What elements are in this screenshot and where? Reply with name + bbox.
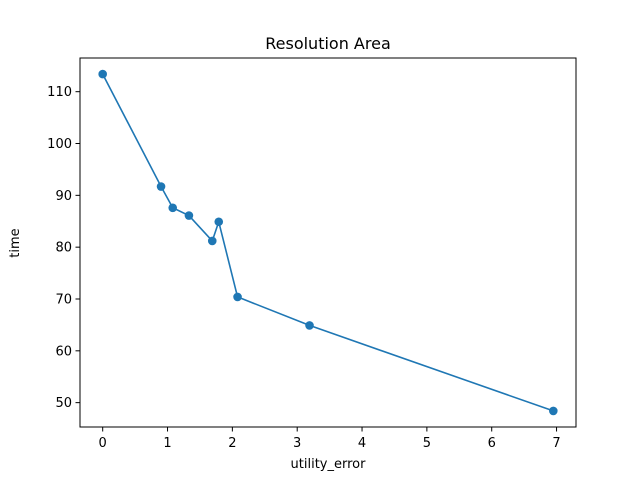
y-tick-label: 90 xyxy=(55,189,72,204)
data-point xyxy=(305,321,314,330)
x-tick-label: 4 xyxy=(358,436,366,451)
data-point xyxy=(214,217,224,227)
x-axis-ticks: 0 1 2 3 4 5 6 7 xyxy=(99,427,561,451)
data-point xyxy=(98,69,107,79)
y-tick-label: 50 xyxy=(55,396,72,411)
data-point xyxy=(207,236,217,246)
chart-title: Resolution Area xyxy=(265,34,391,53)
y-tick-label: 110 xyxy=(47,85,72,100)
x-tick-label: 7 xyxy=(552,436,560,451)
x-tick-label: 3 xyxy=(293,436,301,451)
plot-content xyxy=(98,69,558,416)
plot-frame xyxy=(79,57,577,428)
data-point xyxy=(168,203,178,213)
data-point xyxy=(184,211,194,220)
y-tick-label: 60 xyxy=(55,344,72,359)
data-point xyxy=(156,182,166,191)
y-axis-ticks: 50 60 70 80 90 100 110 xyxy=(47,85,80,411)
y-tick-label: 70 xyxy=(55,292,72,307)
y-axis-label: time xyxy=(8,228,23,257)
x-tick-label: 2 xyxy=(228,436,236,451)
data-point xyxy=(549,406,558,416)
data-point xyxy=(233,292,242,302)
x-tick-label: 6 xyxy=(488,436,496,451)
y-tick-label: 100 xyxy=(47,137,72,152)
x-tick-label: 1 xyxy=(163,436,171,451)
x-axis-label: utility_error xyxy=(291,457,367,472)
y-tick-label: 80 xyxy=(55,241,72,256)
x-tick-label: 5 xyxy=(423,436,431,451)
x-tick-label: 0 xyxy=(99,436,107,451)
